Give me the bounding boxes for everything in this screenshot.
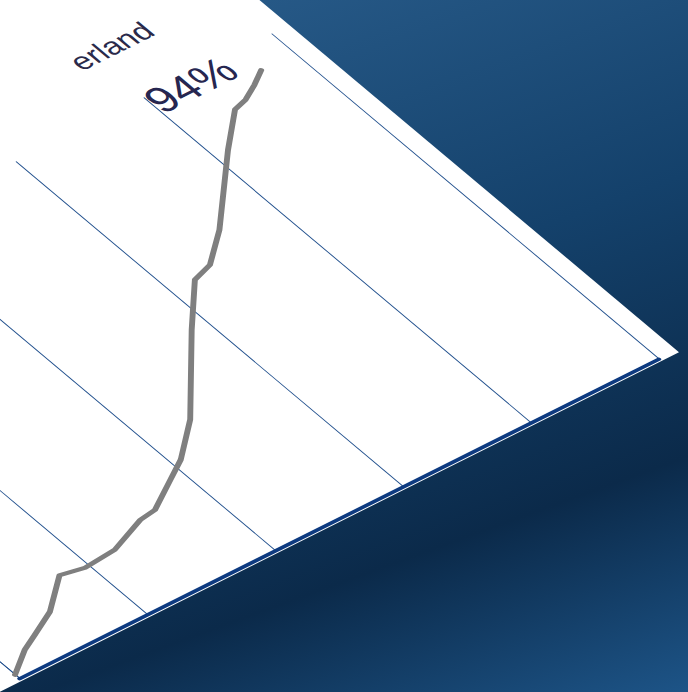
svg-text:94%: 94%: [132, 49, 248, 120]
svg-text:erland: erland: [61, 17, 161, 75]
